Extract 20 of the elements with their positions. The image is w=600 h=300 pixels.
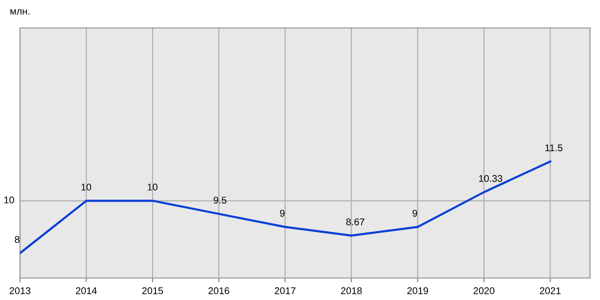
x-tick-label: 2014 [76, 287, 97, 294]
data-label: 10.33 [479, 174, 502, 182]
x-tick-label: 2017 [274, 287, 296, 294]
data-label: 8.67 [346, 218, 364, 226]
x-tick-label: 2020 [474, 287, 494, 294]
data-label: 9 [412, 210, 418, 217]
x-tick-label: 2019 [407, 287, 428, 294]
y-axis-title: млн. [10, 9, 30, 15]
x-tick-label: 2015 [142, 287, 163, 294]
data-label: 9 [280, 210, 285, 217]
ref-line-label: 10 [4, 196, 14, 204]
x-tick-label: 2018 [341, 287, 362, 294]
x-tick-label: 2021 [540, 287, 561, 294]
data-label: 10 [81, 184, 92, 191]
data-label: 10 [148, 184, 158, 191]
data-label: 8 [14, 236, 20, 243]
data-label: 9.5 [214, 196, 226, 204]
x-tick-label: 2013 [10, 287, 30, 294]
x-tick-label: 2016 [208, 287, 230, 294]
data-label: 11.5 [545, 144, 562, 152]
